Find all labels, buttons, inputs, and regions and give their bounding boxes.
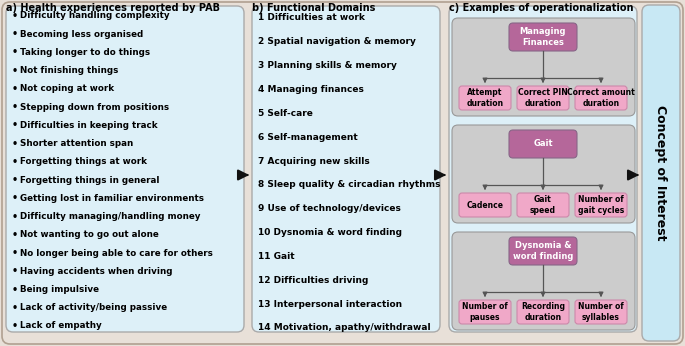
Text: •: •: [12, 284, 18, 294]
FancyBboxPatch shape: [252, 6, 440, 332]
Text: •: •: [12, 303, 18, 313]
Text: 7 Acquiring new skills: 7 Acquiring new skills: [258, 157, 370, 166]
Text: Correct PIN
duration: Correct PIN duration: [518, 88, 568, 108]
Text: 13 Interpersonal interaction: 13 Interpersonal interaction: [258, 300, 402, 309]
Text: 11 Gait: 11 Gait: [258, 252, 295, 261]
Text: Having accidents when driving: Having accidents when driving: [20, 267, 173, 276]
Text: Difficulty handling complexity: Difficulty handling complexity: [20, 11, 170, 20]
Text: Gait
speed: Gait speed: [530, 195, 556, 215]
Text: 9 Use of technology/devices: 9 Use of technology/devices: [258, 204, 401, 213]
FancyBboxPatch shape: [452, 125, 635, 223]
Text: •: •: [12, 266, 18, 276]
FancyBboxPatch shape: [517, 193, 569, 217]
Text: •: •: [12, 120, 18, 130]
Text: Number of
syllables: Number of syllables: [578, 302, 624, 322]
Text: •: •: [12, 157, 18, 167]
FancyBboxPatch shape: [509, 130, 577, 158]
Text: •: •: [12, 193, 18, 203]
FancyBboxPatch shape: [575, 193, 627, 217]
Text: •: •: [12, 139, 18, 149]
Text: Difficulties in keeping track: Difficulties in keeping track: [20, 121, 158, 130]
Text: 1 Difficulties at work: 1 Difficulties at work: [258, 13, 365, 22]
Text: 8 Sleep quality & circadian rhythms: 8 Sleep quality & circadian rhythms: [258, 180, 440, 189]
Text: •: •: [12, 29, 18, 39]
Text: c) Examples of operationalization: c) Examples of operationalization: [449, 3, 634, 13]
Text: b) Functional Domains: b) Functional Domains: [252, 3, 375, 13]
Text: Becoming less organised: Becoming less organised: [20, 30, 143, 39]
FancyBboxPatch shape: [449, 6, 637, 332]
Text: Number of
gait cycles: Number of gait cycles: [578, 195, 624, 215]
Text: 4 Managing finances: 4 Managing finances: [258, 85, 364, 94]
Text: •: •: [12, 47, 18, 57]
Text: 2 Spatial navigation & memory: 2 Spatial navigation & memory: [258, 37, 416, 46]
FancyBboxPatch shape: [575, 86, 627, 110]
Text: •: •: [12, 321, 18, 331]
Text: •: •: [12, 230, 18, 240]
Text: Gait: Gait: [533, 139, 553, 148]
Text: •: •: [12, 84, 18, 94]
FancyBboxPatch shape: [509, 237, 577, 265]
Text: Concept of Interest: Concept of Interest: [654, 105, 667, 241]
Text: Cadence: Cadence: [466, 200, 503, 209]
Text: Not wanting to go out alone: Not wanting to go out alone: [20, 230, 159, 239]
Text: Managing
Finances: Managing Finances: [520, 27, 566, 47]
Text: •: •: [12, 248, 18, 258]
Text: 3 Planning skills & memory: 3 Planning skills & memory: [258, 61, 397, 70]
Text: •: •: [12, 66, 18, 76]
Text: Attempt
duration: Attempt duration: [466, 88, 503, 108]
Text: Getting lost in familiar environments: Getting lost in familiar environments: [20, 194, 204, 203]
FancyBboxPatch shape: [6, 6, 244, 332]
Text: Lack of activity/being passive: Lack of activity/being passive: [20, 303, 167, 312]
FancyBboxPatch shape: [459, 300, 511, 324]
Text: Taking longer to do things: Taking longer to do things: [20, 48, 150, 57]
Text: 6 Self-management: 6 Self-management: [258, 133, 358, 142]
Text: Not coping at work: Not coping at work: [20, 84, 114, 93]
Text: 5 Self-care: 5 Self-care: [258, 109, 313, 118]
Text: Number of
pauses: Number of pauses: [462, 302, 508, 322]
FancyBboxPatch shape: [452, 18, 635, 116]
FancyBboxPatch shape: [517, 86, 569, 110]
Text: •: •: [12, 102, 18, 112]
Text: Being impulsive: Being impulsive: [20, 285, 99, 294]
Text: Lack of empathy: Lack of empathy: [20, 321, 102, 330]
Text: •: •: [12, 11, 18, 21]
Text: Recording
duration: Recording duration: [521, 302, 565, 322]
Text: Stepping down from positions: Stepping down from positions: [20, 103, 169, 112]
Text: 12 Difficulties driving: 12 Difficulties driving: [258, 276, 369, 285]
Text: Not finishing things: Not finishing things: [20, 66, 119, 75]
Text: 14 Motivation, apathy/withdrawal: 14 Motivation, apathy/withdrawal: [258, 324, 431, 333]
FancyBboxPatch shape: [642, 5, 680, 341]
FancyBboxPatch shape: [509, 23, 577, 51]
Text: 10 Dysnomia & word finding: 10 Dysnomia & word finding: [258, 228, 402, 237]
Text: No longer being able to care for others: No longer being able to care for others: [20, 248, 213, 257]
FancyBboxPatch shape: [575, 300, 627, 324]
Text: Difficulty managing/handling money: Difficulty managing/handling money: [20, 212, 201, 221]
Text: Forgetting things at work: Forgetting things at work: [20, 157, 147, 166]
FancyBboxPatch shape: [452, 232, 635, 330]
Text: •: •: [12, 212, 18, 221]
FancyBboxPatch shape: [459, 86, 511, 110]
Text: Shorter attention span: Shorter attention span: [20, 139, 134, 148]
Text: Correct amount
duration: Correct amount duration: [567, 88, 635, 108]
Text: Forgetting things in general: Forgetting things in general: [20, 176, 160, 185]
FancyBboxPatch shape: [517, 300, 569, 324]
FancyBboxPatch shape: [459, 193, 511, 217]
Text: a) Health experiences reported by PAB: a) Health experiences reported by PAB: [6, 3, 220, 13]
Text: •: •: [12, 175, 18, 185]
Text: Dysnomia &
word finding: Dysnomia & word finding: [513, 241, 573, 261]
